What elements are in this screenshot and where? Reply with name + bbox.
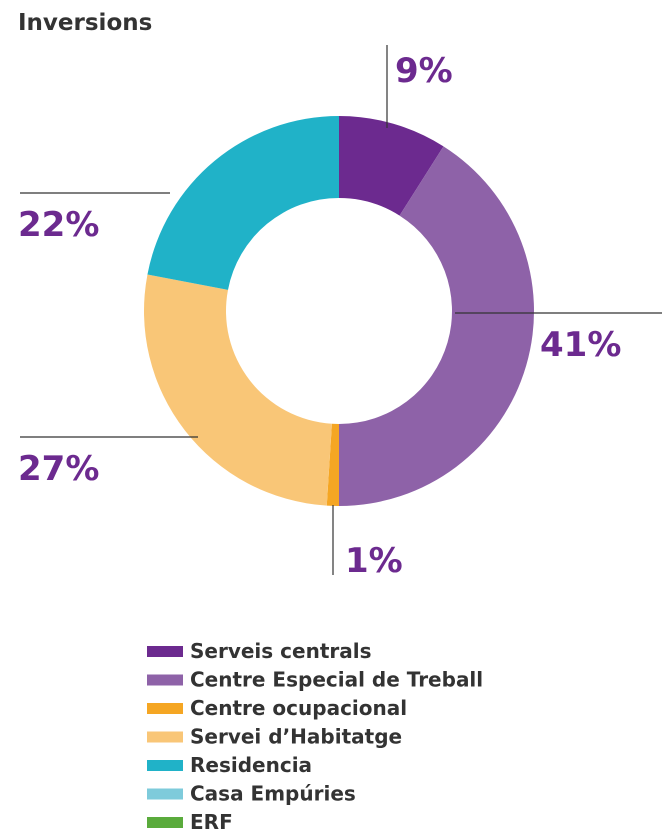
value-label: 9% [395,51,453,91]
legend-swatch [147,646,183,657]
value-label: 27% [18,449,99,489]
legend-swatch [147,760,183,771]
donut-slice [144,274,332,506]
legend-label: Residencia [190,753,312,777]
legend-label: Casa Empúries [190,782,356,806]
chart-title: Inversions [18,10,152,36]
donut-slice [326,423,339,506]
legend-swatch [147,703,183,714]
donut-slice [339,146,534,506]
donut-slice [339,116,444,216]
legend-swatch [147,731,183,743]
value-label: 22% [18,205,99,245]
legend-label: Centre Especial de Treball [190,668,483,692]
legend-swatch [147,788,183,800]
legend-label: Centre ocupacional [190,696,407,720]
value-label: 41% [540,325,621,365]
legend-label: Servei d’Habitatge [190,725,402,749]
donut-slice [147,116,339,290]
legend-label: ERF [190,810,233,832]
legend-swatch [147,817,183,828]
value-label: 1% [345,541,403,581]
legend-swatch [147,674,183,686]
legend-label: Serveis centrals [190,639,372,663]
